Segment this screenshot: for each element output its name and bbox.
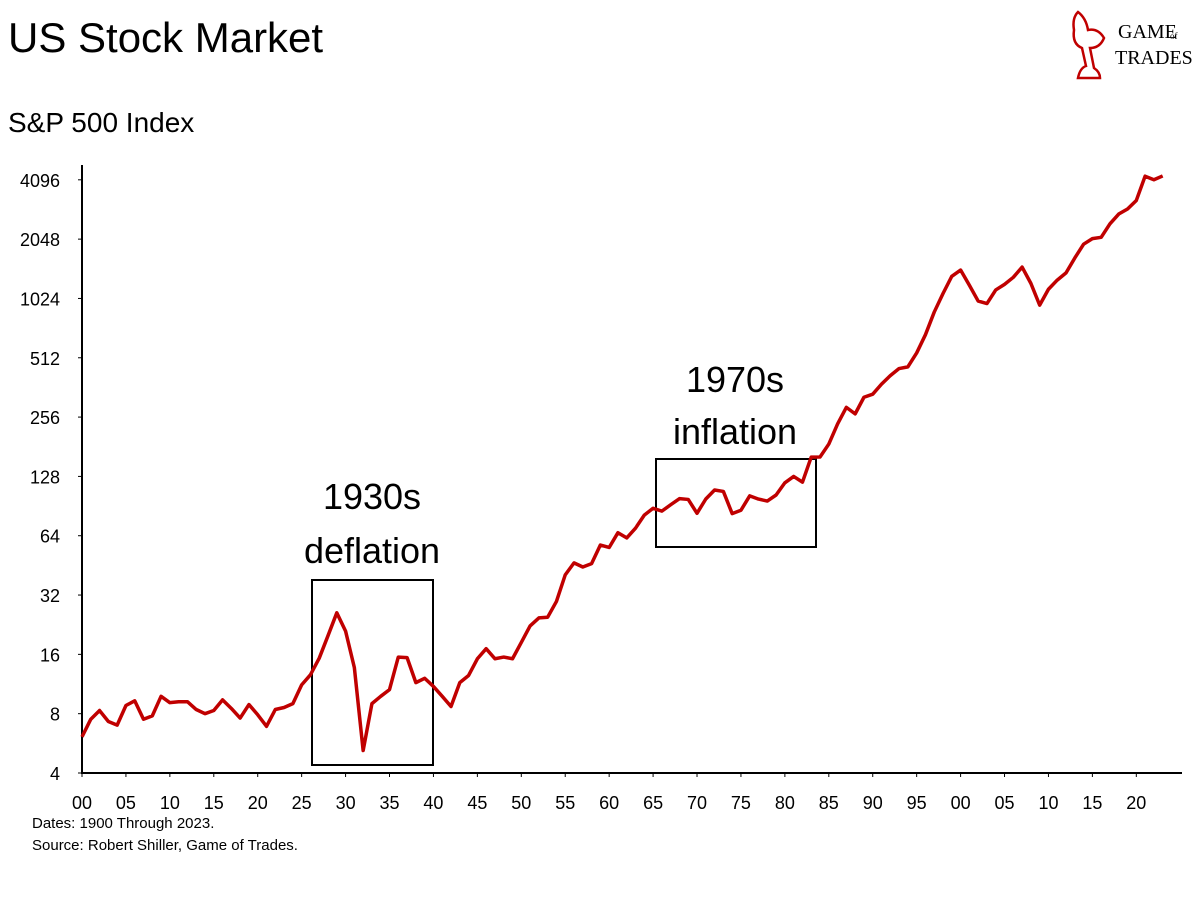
x-tick-label: 75: [731, 793, 751, 813]
x-tick-label: 00: [951, 793, 971, 813]
y-tick-label: 16: [40, 645, 60, 665]
x-tick-label: 90: [863, 793, 883, 813]
logo: GAME of TRADES: [1072, 10, 1193, 80]
logo-text: TRADES: [1115, 47, 1193, 69]
x-tick-label: 05: [116, 793, 136, 813]
x-tick-label: 10: [160, 793, 180, 813]
y-tick-label: 128: [30, 467, 60, 487]
series-line: [80, 174, 1164, 753]
annotation: inflation: [673, 411, 797, 452]
chart-subtitle: S&P 500 Index: [8, 107, 194, 138]
x-tick-label: 35: [379, 793, 399, 813]
logo-text: GAME: [1118, 21, 1177, 43]
x-tick-label: 70: [687, 793, 707, 813]
y-tick-label: 4096: [20, 171, 60, 191]
x-tick-label: 05: [995, 793, 1015, 813]
x-tick-label: 40: [423, 793, 443, 813]
y-tick-label: 4: [50, 764, 60, 784]
logo-icon: [1072, 10, 1106, 80]
x-tick-label: 30: [336, 793, 356, 813]
x-tick-label: 95: [907, 793, 927, 813]
x-tick-label: 15: [1082, 793, 1102, 813]
y-tick-label: 8: [50, 705, 60, 725]
x-tick-label: 20: [1126, 793, 1146, 813]
annotation: deflation: [304, 530, 440, 571]
x-tick-label: 50: [511, 793, 531, 813]
logo-text: of: [1170, 31, 1178, 41]
x-tick-label: 15: [204, 793, 224, 813]
x-tick-label: 80: [775, 793, 795, 813]
annotation: 1970s: [686, 359, 784, 400]
x-tick-label: 00: [72, 793, 92, 813]
x-tick-label: 65: [643, 793, 663, 813]
y-tick-label: 1024: [20, 289, 60, 309]
x-tick-label: 85: [819, 793, 839, 813]
x-tick-label: 45: [467, 793, 487, 813]
y-tick-label: 512: [30, 349, 60, 369]
x-tick-label: 25: [292, 793, 312, 813]
note: Dates: 1900 Through 2023.: [32, 815, 214, 832]
x-tick-label: 55: [555, 793, 575, 813]
note: Source: Robert Shiller, Game of Trades.: [32, 837, 298, 854]
chart-title: US Stock Market: [8, 14, 323, 61]
y-tick-label: 2048: [20, 230, 60, 250]
x-tick-label: 20: [248, 793, 268, 813]
y-tick-label: 64: [40, 527, 60, 547]
x-tick-label: 10: [1038, 793, 1058, 813]
y-tick-label: 32: [40, 586, 60, 606]
annotation: 1930s: [323, 476, 421, 517]
x-tick-label: 60: [599, 793, 619, 813]
annotation-box: [655, 458, 817, 548]
y-tick-label: 256: [30, 408, 60, 428]
annotation-box: [311, 579, 434, 766]
